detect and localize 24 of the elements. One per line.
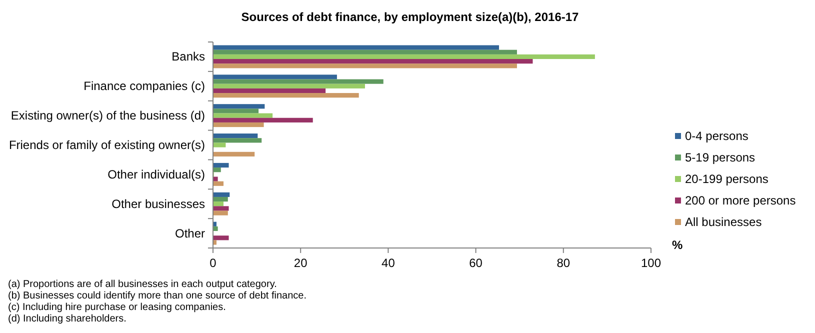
legend-label: 0-4 persons — [685, 129, 748, 143]
y-tick-label: Other businesses — [112, 196, 205, 211]
legend-label: 20-199 persons — [685, 172, 768, 186]
y-tick-label: Existing owner(s) of the business (d) — [10, 108, 205, 123]
x-tick-label: 80 — [556, 256, 570, 270]
text: (c) Including hire purchase or leasing companies. — [8, 302, 226, 313]
text: (b) Businesses could identify more than one source of debt finance. — [8, 290, 307, 302]
x-tick-label: 40 — [382, 256, 396, 270]
y-tick-label: Friends or family of existing owner(s) — [8, 138, 205, 152]
x-tick-label: 60 — [469, 256, 483, 270]
x-tick-label: 100 — [640, 256, 662, 270]
text: (a) Proportions are of all businesses in each output category. — [8, 279, 277, 290]
x-axis-title: % — [672, 238, 683, 252]
legend-label: 200 or more persons — [685, 194, 796, 208]
x-tick-label: 20 — [294, 256, 308, 270]
legend-label: All businesses — [685, 215, 762, 229]
y-tick-label: Other individual(s) — [108, 167, 205, 182]
legend-label: 5-19 persons — [685, 150, 756, 164]
y-tick-label: Banks — [172, 50, 205, 64]
x-tick-label: 0 — [210, 256, 217, 270]
y-tick-label: Other — [174, 226, 205, 240]
chart-title: Sources of debt finance, by employment size(a)(b), 2016-17 — [241, 10, 580, 24]
text: (d) Including shareholders. — [8, 314, 126, 324]
y-tick-label: Finance companies (c) — [84, 79, 205, 94]
